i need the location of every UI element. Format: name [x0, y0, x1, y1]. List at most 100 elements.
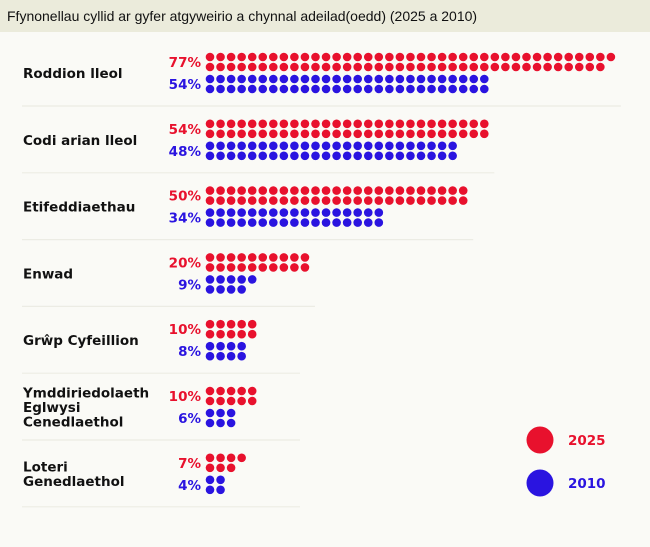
- category-label: Eglwysi: [23, 400, 80, 416]
- dot-2025: [290, 196, 299, 205]
- dot-2025: [353, 129, 363, 139]
- dot-2025: [416, 196, 426, 205]
- dot-2025: [237, 396, 246, 406]
- dot-2010: [342, 218, 352, 227]
- dot-2025: [216, 119, 225, 129]
- dot-2010: [279, 218, 289, 227]
- dot-2025: [226, 463, 236, 473]
- dot-2010: [395, 151, 405, 161]
- dot-2025: [311, 119, 320, 129]
- dot-2010: [321, 208, 331, 217]
- dot-2010: [353, 218, 363, 227]
- dot-2010: [311, 74, 320, 84]
- dot-2025: [226, 186, 236, 195]
- dot-2025: [374, 62, 384, 72]
- dot-2010: [480, 84, 489, 94]
- dot-2010: [374, 218, 384, 227]
- dot-2025: [279, 253, 289, 262]
- dot-2010: [300, 84, 310, 94]
- dot-2010: [290, 141, 299, 151]
- value-label: 10%: [169, 322, 202, 338]
- dot-2025: [205, 52, 215, 62]
- category-label: Cenedlaethol: [23, 415, 123, 431]
- dot-2025: [342, 52, 352, 62]
- value-label: 34%: [169, 211, 202, 227]
- dot-2025: [363, 129, 373, 139]
- dot-2010: [458, 74, 468, 84]
- dot-2010: [237, 351, 246, 361]
- dot-2025: [532, 52, 542, 62]
- dot-2025: [574, 52, 584, 62]
- dot-2010: [406, 74, 415, 84]
- dot-2025: [437, 186, 447, 195]
- dot-2010: [216, 341, 225, 351]
- dot-2025: [216, 329, 225, 339]
- dot-2025: [363, 196, 373, 205]
- category-label: Enwad: [23, 266, 73, 282]
- dot-2010: [290, 208, 299, 217]
- dot-2025: [480, 129, 489, 139]
- dot-2010: [427, 141, 436, 151]
- dot-2025: [237, 253, 246, 262]
- dot-2010: [332, 141, 341, 151]
- category-label: Loteri: [23, 460, 68, 476]
- dot-2025: [247, 196, 257, 205]
- dot-2010: [226, 418, 236, 428]
- dot-2010: [216, 84, 225, 94]
- dot-2025: [205, 129, 215, 139]
- dot-2025: [385, 196, 394, 205]
- dot-2025: [490, 52, 500, 62]
- dot-2010: [237, 141, 246, 151]
- dot-2025: [205, 386, 215, 396]
- dot-2010: [469, 84, 479, 94]
- dot-2025: [279, 52, 289, 62]
- dot-2025: [258, 253, 268, 262]
- dot-2025: [290, 119, 299, 129]
- dot-2025: [416, 186, 426, 195]
- dot-2025: [237, 453, 246, 463]
- dot-2010: [311, 84, 320, 94]
- dot-2025: [564, 62, 573, 72]
- dot-2025: [606, 52, 616, 62]
- dot-2025: [311, 196, 320, 205]
- dot-2010: [374, 84, 384, 94]
- dot-2025: [342, 62, 352, 72]
- dot-2010: [237, 208, 246, 217]
- dot-2010: [300, 218, 310, 227]
- dot-2010: [226, 208, 236, 217]
- dot-2025: [385, 62, 394, 72]
- dot-2025: [237, 186, 246, 195]
- value-label: 7%: [178, 456, 201, 472]
- dot-2025: [543, 52, 552, 62]
- dot-2010: [406, 84, 415, 94]
- dot-2025: [258, 119, 268, 129]
- dot-2025: [300, 253, 310, 262]
- dot-2025: [385, 186, 394, 195]
- dot-2025: [363, 119, 373, 129]
- dot-2025: [406, 62, 415, 72]
- dot-2010: [332, 218, 341, 227]
- dot-2025: [300, 186, 310, 195]
- dot-2025: [237, 62, 246, 72]
- dot-2010: [363, 84, 373, 94]
- dot-2025: [437, 196, 447, 205]
- dot-2025: [279, 186, 289, 195]
- legend-marker-2010: [526, 469, 554, 497]
- dot-2025: [300, 52, 310, 62]
- dot-2025: [385, 52, 394, 62]
- dot-2010: [258, 141, 268, 151]
- dot-2025: [247, 319, 257, 329]
- dot-2025: [321, 196, 331, 205]
- dot-2025: [226, 386, 236, 396]
- dot-2025: [205, 119, 215, 129]
- dot-2010: [321, 84, 331, 94]
- dot-2025: [395, 62, 405, 72]
- dot-2025: [458, 62, 468, 72]
- dot-2010: [237, 275, 246, 284]
- dot-2010: [237, 151, 246, 161]
- dot-2025: [226, 253, 236, 262]
- category-label: Roddion lleol: [23, 66, 123, 82]
- dot-2025: [279, 129, 289, 139]
- dot-2025: [332, 129, 341, 139]
- dot-2025: [532, 62, 542, 72]
